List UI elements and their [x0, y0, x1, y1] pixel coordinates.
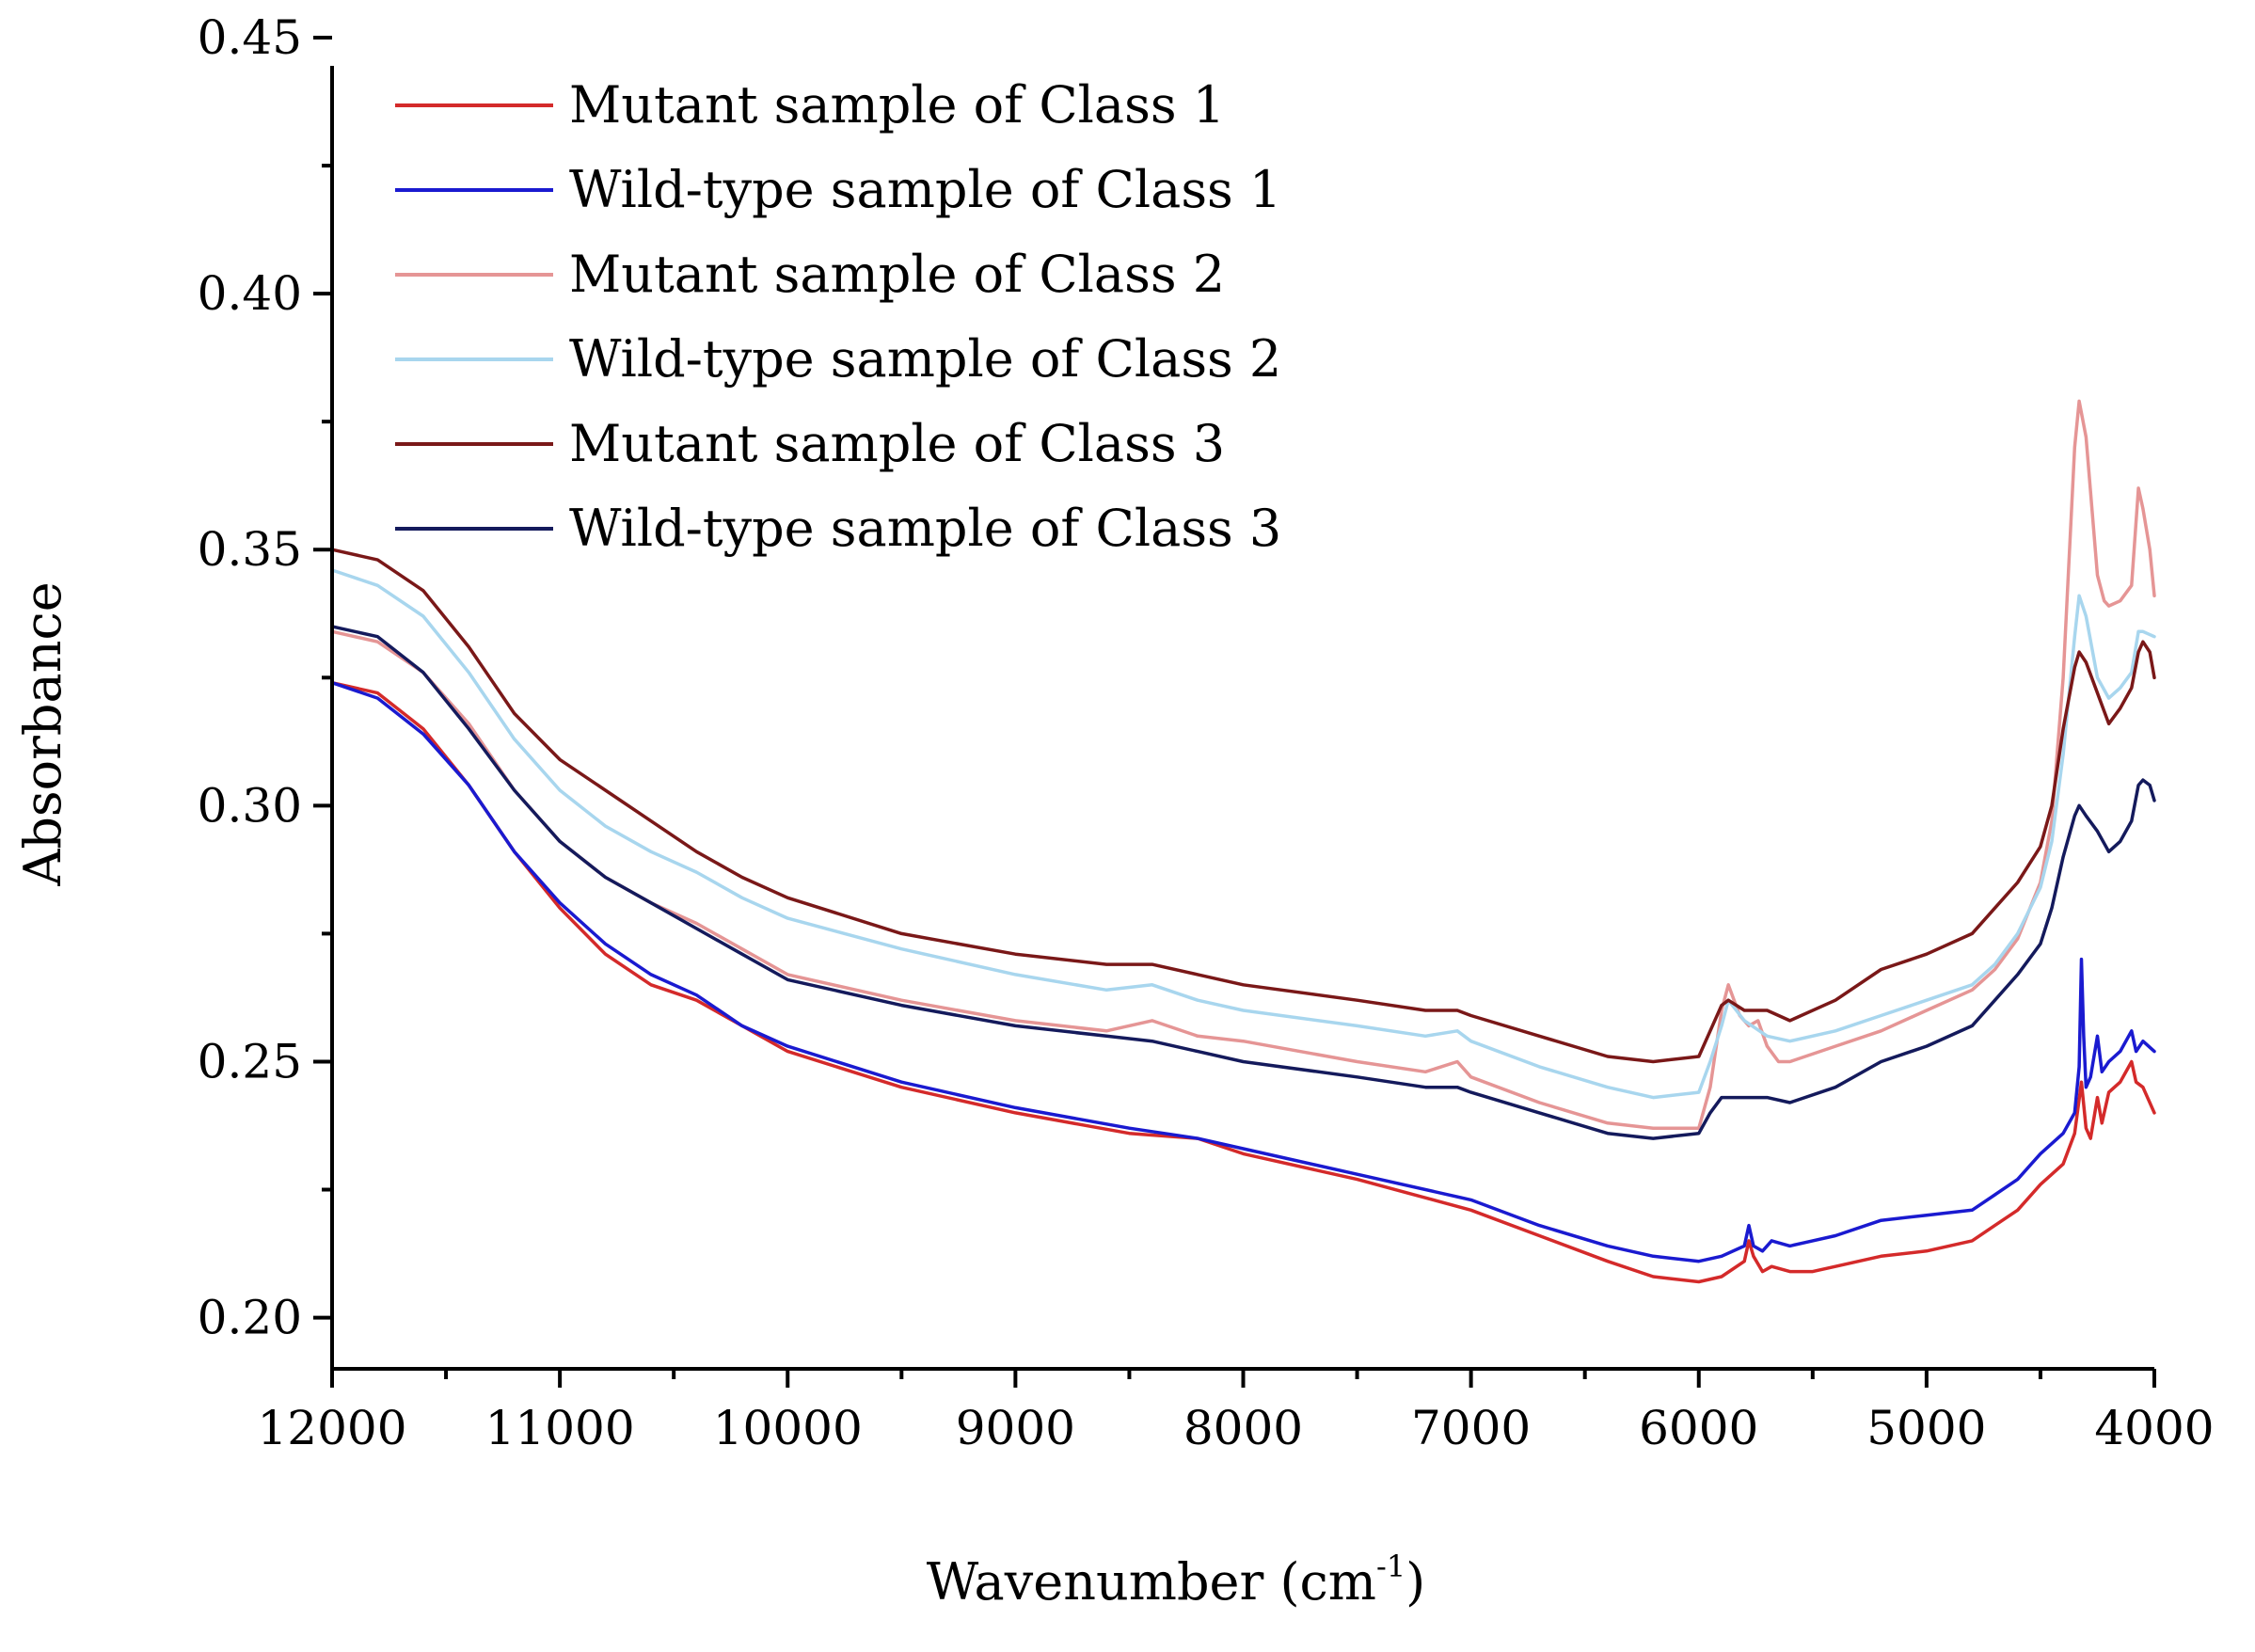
- x-tick-label: 7000: [1411, 1401, 1531, 1455]
- legend-label-4: Wild-type sample of Class 2: [569, 329, 1281, 389]
- x-tick-label: 4000: [2094, 1401, 2214, 1455]
- ticks-layer: 0.20 0.25 0.30 0.35 0.40 0.45 12000 11000 10000 9…: [198, 10, 2215, 1455]
- series-line-4: [330, 568, 2156, 1100]
- x-axis-title-superscript: -1: [1376, 1549, 1405, 1584]
- series-line-3: [330, 399, 2156, 1130]
- y-tick-label: 0.25: [198, 1034, 302, 1088]
- series-line-5: [330, 548, 2156, 1064]
- series-line-6: [330, 625, 2156, 1140]
- legend-label-2: Wild-type sample of Class 1: [569, 160, 1281, 219]
- x-tick-label: 5000: [1866, 1401, 1986, 1455]
- legend-label-5: Mutant sample of Class 3: [569, 414, 1225, 473]
- y-tick-label: 0.45: [198, 10, 302, 65]
- series-layer: [330, 399, 2156, 1284]
- x-axis-title-suffix: ): [1405, 1552, 1425, 1612]
- x-tick-label: 8000: [1183, 1401, 1303, 1455]
- x-tick-label: 10000: [713, 1401, 863, 1455]
- x-tick-label: 11000: [485, 1401, 635, 1455]
- legend-label-6: Wild-type sample of Class 3: [569, 499, 1281, 558]
- x-tick-label: 6000: [1639, 1401, 1758, 1455]
- y-tick-label: 0.30: [198, 778, 302, 833]
- legend-label-1: Mutant sample of Class 1: [569, 75, 1225, 135]
- y-tick-label: 0.35: [198, 522, 302, 577]
- legend: Mutant sample of Class 1 Wild-type sample…: [395, 75, 1281, 558]
- x-axis-title-main: Wavenumber (cm: [927, 1552, 1376, 1612]
- series-line-2: [330, 680, 2156, 1263]
- y-tick-label: 0.40: [198, 266, 302, 321]
- x-tick-label: 9000: [956, 1401, 1075, 1455]
- x-axis-title: Wavenumber (cm-1): [927, 1549, 1426, 1612]
- x-tick-label: 12000: [257, 1401, 406, 1455]
- legend-label-3: Mutant sample of Class 2: [569, 245, 1225, 304]
- y-axis-title: Absorbance: [13, 581, 72, 886]
- series-line-1: [330, 680, 2156, 1284]
- y-tick-label: 0.20: [198, 1291, 302, 1345]
